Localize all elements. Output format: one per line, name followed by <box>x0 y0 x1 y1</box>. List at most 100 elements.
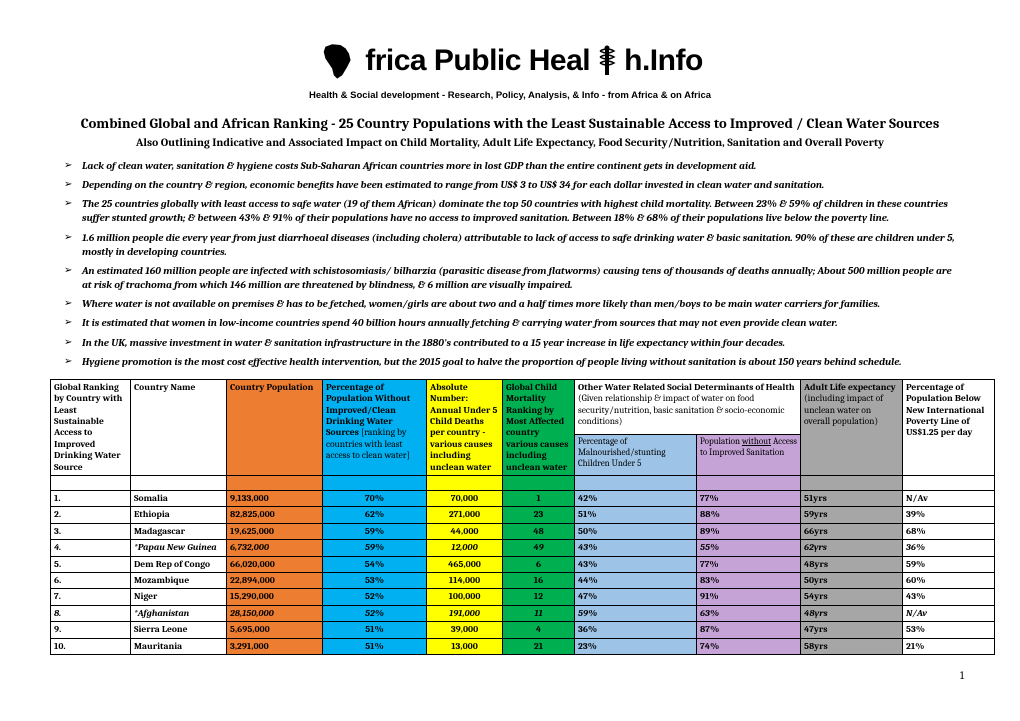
column-header: Percentage of Malnourished/stunting Chil… <box>575 435 697 476</box>
table-cell: 3,291,000 <box>227 638 323 654</box>
table-cell: 23 <box>503 507 575 523</box>
table-cell: 50yrs <box>801 572 903 588</box>
table-cell: 49 <box>503 540 575 556</box>
page-number: 1 <box>50 669 970 682</box>
bullet-item: It is estimated that women in low-income… <box>68 316 960 330</box>
table-cell: 44,000 <box>427 523 503 539</box>
table-cell: 6. <box>51 572 131 588</box>
sub-title: Also Outlining Indicative and Associated… <box>50 136 970 149</box>
table-cell: 43% <box>575 540 697 556</box>
table-cell: 59yrs <box>801 507 903 523</box>
table-row: 6.Mozambique22,894,00053%114,0001644%83%… <box>51 572 995 588</box>
table-cell: Niger <box>131 589 227 605</box>
table-row: 1.Somalia9,133,00070%70,000142%77%51yrsN… <box>51 491 995 507</box>
table-cell: 15,290,000 <box>227 589 323 605</box>
table-cell: 91% <box>697 589 801 605</box>
table-cell: 89% <box>697 523 801 539</box>
bullet-item: Depending on the country & region, econo… <box>68 178 960 192</box>
table-cell: *Papau New Guinea <box>131 540 227 556</box>
table-row: 3.Madagascar19,625,00059%44,0004850%89%6… <box>51 523 995 539</box>
table-cell: 66yrs <box>801 523 903 539</box>
table-cell: 63% <box>697 605 801 621</box>
table-cell: 6,732,000 <box>227 540 323 556</box>
main-title: Combined Global and African Ranking - 25… <box>80 115 940 134</box>
table-row: 5.Dem Rep of Congo66,020,00054%465,00064… <box>51 556 995 572</box>
table-cell: 12 <box>503 589 575 605</box>
table-cell: 48yrs <box>801 605 903 621</box>
table-cell: 21 <box>503 638 575 654</box>
table-cell: 50% <box>575 523 697 539</box>
table-cell: 100,000 <box>427 589 503 605</box>
table-cell: 9. <box>51 622 131 638</box>
column-header: Other Water Related Social Determinants … <box>575 379 801 434</box>
table-cell: Somalia <box>131 491 227 507</box>
column-header: Adult Life expectancy (including impact … <box>801 379 903 475</box>
table-cell: 3. <box>51 523 131 539</box>
table-cell: 13,000 <box>427 638 503 654</box>
bullet-list: Lack of clean water, sanitation & hygien… <box>50 159 970 369</box>
table-cell: 48 <box>503 523 575 539</box>
table-cell: 70% <box>323 491 427 507</box>
table-row: 2.Ethiopia82,825,00062%271,0002351%88%59… <box>51 507 995 523</box>
bullet-item: Hygiene promotion is the most cost effec… <box>68 355 960 369</box>
africa-map-icon <box>317 40 359 82</box>
table-cell: 21% <box>903 638 995 654</box>
table-cell: 59% <box>323 540 427 556</box>
table-cell: 5. <box>51 556 131 572</box>
table-row: 9.Sierra Leone5,695,00051%39,000436%87%4… <box>51 622 995 638</box>
logo-text-suffix: h.Info <box>624 44 703 78</box>
column-header: Population without Access to Improved Sa… <box>697 435 801 476</box>
table-cell: 39% <box>903 507 995 523</box>
table-row: 10.Mauritania3,291,00051%13,0002123%74%5… <box>51 638 995 654</box>
table-cell: 43% <box>575 556 697 572</box>
table-cell: 465,000 <box>427 556 503 572</box>
table-cell: 77% <box>697 556 801 572</box>
table-cell: 48yrs <box>801 556 903 572</box>
logo-text-prefix: frica Public Heal <box>365 44 590 78</box>
column-header: Country Name <box>131 379 227 475</box>
table-cell: 77% <box>697 491 801 507</box>
table-cell: 11 <box>503 605 575 621</box>
table-cell: Madagascar <box>131 523 227 539</box>
table-cell: 8. <box>51 605 131 621</box>
bullet-item: Where water is not available on premises… <box>68 297 960 311</box>
table-cell: 19,625,000 <box>227 523 323 539</box>
table-cell: 58yrs <box>801 638 903 654</box>
caduceus-icon <box>596 45 618 77</box>
table-cell: 62% <box>323 507 427 523</box>
column-header: Global Child Mortality Ranking by Most A… <box>503 379 575 475</box>
table-cell: 88% <box>697 507 801 523</box>
table-cell: 22,894,000 <box>227 572 323 588</box>
table-cell: Mauritania <box>131 638 227 654</box>
table-cell: 83% <box>697 572 801 588</box>
table-cell: Dem Rep of Congo <box>131 556 227 572</box>
table-cell: 10. <box>51 638 131 654</box>
table-cell: 12,000 <box>427 540 503 556</box>
column-header: Percentage of Population Below New Inter… <box>903 379 995 475</box>
table-cell: 70,000 <box>427 491 503 507</box>
bullet-item: 1.6 million people die every year from j… <box>68 231 960 259</box>
table-row: 7.Niger15,290,00052%100,0001247%91%54yrs… <box>51 589 995 605</box>
table-cell: 52% <box>323 589 427 605</box>
table-cell: 1. <box>51 491 131 507</box>
table-cell: 54% <box>323 556 427 572</box>
table-cell: 4 <box>503 622 575 638</box>
table-cell: N/Av <box>903 605 995 621</box>
table-cell: 7. <box>51 589 131 605</box>
table-cell: 43% <box>903 589 995 605</box>
table-cell: Sierra Leone <box>131 622 227 638</box>
table-cell: 6 <box>503 556 575 572</box>
table-cell: 5,695,000 <box>227 622 323 638</box>
table-cell: 53% <box>903 622 995 638</box>
table-cell: 52% <box>323 605 427 621</box>
table-cell: 62yrs <box>801 540 903 556</box>
column-header: Percentage of Population Without Improve… <box>323 379 427 475</box>
table-cell: 28,150,000 <box>227 605 323 621</box>
table-cell: 51% <box>575 507 697 523</box>
table-cell: 23% <box>575 638 697 654</box>
table-cell: 271,000 <box>427 507 503 523</box>
table-cell: 39,000 <box>427 622 503 638</box>
table-cell: 44% <box>575 572 697 588</box>
table-cell: Ethiopia <box>131 507 227 523</box>
table-cell: 16 <box>503 572 575 588</box>
